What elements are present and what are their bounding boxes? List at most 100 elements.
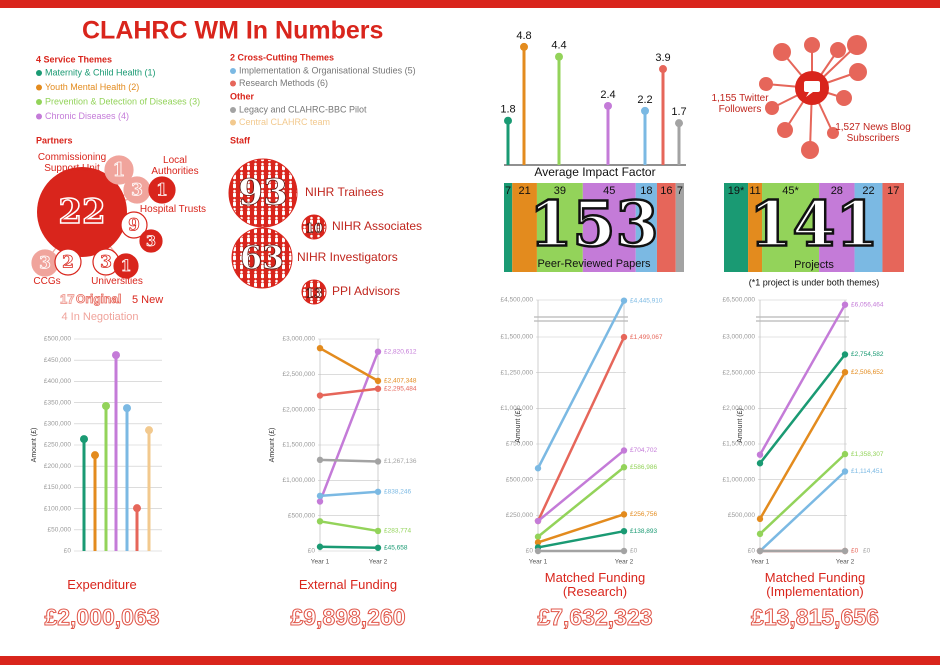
y-axis-label: Amount (£) — [515, 408, 522, 443]
series-line — [319, 545, 379, 550]
y-tick-label: £100,000 — [44, 505, 71, 512]
chart-title: Average Impact Factor — [534, 165, 655, 179]
series-line — [319, 347, 379, 382]
data-label: £256,756 — [630, 511, 657, 518]
chart-total: £2,000,063 — [44, 604, 159, 630]
series-point — [316, 456, 324, 464]
top-band — [0, 0, 940, 8]
bottom-band — [0, 656, 940, 665]
series-line — [759, 470, 846, 552]
bar-segment — [675, 183, 684, 272]
y-tick-label: £300,000 — [44, 421, 71, 428]
legend-swatch — [36, 70, 42, 76]
lollipop-head — [504, 116, 512, 125]
y-tick-label: £500,000 — [44, 336, 71, 343]
series-line — [758, 371, 847, 520]
y-tick-label: £3,000,000 — [282, 336, 315, 343]
series-point — [841, 450, 849, 458]
legend-swatch — [230, 68, 236, 74]
y-tick-label: £2,000,000 — [282, 406, 315, 413]
social-node — [777, 122, 793, 138]
data-label: 1.7 — [671, 106, 686, 118]
y-tick-label: £500,000 — [728, 512, 755, 519]
data-label: 16 — [660, 185, 672, 197]
partner-hub — [37, 167, 127, 257]
data-label: £283,774 — [384, 528, 411, 535]
series-line — [536, 336, 626, 522]
staff-label: NIHR Associates — [332, 219, 422, 233]
y-tick-label: £750,000 — [506, 441, 533, 448]
data-label: £2,820,612 — [384, 348, 417, 355]
chart-title: Matched Funding (Research) — [544, 570, 646, 599]
legend-label: Implementation & Organisational Studies … — [239, 65, 416, 75]
chart-title: External Funding — [298, 577, 398, 593]
series-point — [534, 539, 542, 546]
lollipop-head — [80, 435, 88, 444]
data-label: £6,056,464 — [851, 301, 884, 308]
partner-bubble — [104, 155, 134, 185]
original-count: 17 — [60, 291, 74, 306]
x-tick-label: Year 1 — [529, 559, 548, 566]
lollipop-head — [133, 504, 141, 513]
y-tick-label: £2,000,000 — [722, 405, 755, 412]
staff-bubble — [301, 214, 327, 240]
data-label: £0 — [863, 548, 871, 555]
series-point — [841, 368, 849, 376]
staff-count: 93 — [238, 172, 288, 214]
series-line — [759, 353, 846, 465]
y-tick-label: £0 — [748, 548, 756, 555]
lollipop-head — [604, 101, 612, 110]
chart-total: £13,815,656 — [751, 604, 879, 630]
y-tick-label: £4,500,000 — [500, 297, 533, 304]
legend-label: Youth Mental Health (2) — [45, 82, 139, 92]
data-label: £0 — [851, 548, 859, 555]
series-line — [319, 387, 379, 397]
y-tick-label: £1,500,000 — [282, 442, 315, 449]
chart-title: Projects — [794, 259, 834, 271]
bar-segment — [854, 183, 883, 272]
data-label: 19* — [728, 185, 745, 197]
series-point — [620, 464, 628, 471]
data-label: 21 — [518, 185, 530, 197]
series-point — [841, 547, 849, 555]
staff-label: PPI Advisors — [332, 284, 400, 298]
negotiation-count: 4 In Negotiation — [61, 311, 138, 323]
partner-bubble — [120, 211, 148, 239]
series-point — [374, 458, 382, 465]
partner-count: 3 — [131, 180, 143, 200]
partner-count: 2 — [62, 252, 74, 272]
legend-swatch — [230, 107, 236, 113]
staff-label: NIHR Trainees — [305, 185, 384, 199]
social-node — [759, 77, 773, 91]
y-tick-label: £6,500,000 — [722, 297, 755, 304]
legend-swatch — [230, 119, 236, 126]
speech-icon — [804, 81, 820, 92]
social-node — [836, 90, 852, 106]
social-node — [830, 42, 846, 58]
data-label: 28 — [831, 185, 843, 197]
series-point — [620, 547, 628, 555]
y-tick-label: £1,000,000 — [722, 476, 755, 483]
section-heading: Partners — [36, 135, 73, 145]
staff-label: NIHR Investigators — [297, 250, 398, 264]
bar-segment — [724, 183, 749, 272]
original-label: Original — [76, 292, 121, 306]
series-point — [534, 517, 542, 525]
partner-count: 1 — [113, 160, 126, 181]
y-tick-label: £200,000 — [44, 463, 71, 470]
legend-label: Maternity & Child Health (1) — [45, 67, 156, 77]
blog-count: 1,527 News Blog Subscribers — [835, 122, 911, 144]
series-point — [316, 518, 324, 525]
bar-segment — [819, 183, 855, 272]
data-label: £704,702 — [630, 447, 657, 454]
lollipop-head — [641, 106, 649, 115]
x-tick-label: Year 2 — [615, 559, 634, 566]
data-label: £2,754,582 — [851, 351, 884, 358]
staff-bubble — [231, 227, 293, 289]
series-point — [756, 547, 764, 555]
lollipop-head — [91, 451, 99, 460]
series-point — [756, 460, 764, 467]
y-tick-label: £3,000,000 — [722, 334, 755, 341]
